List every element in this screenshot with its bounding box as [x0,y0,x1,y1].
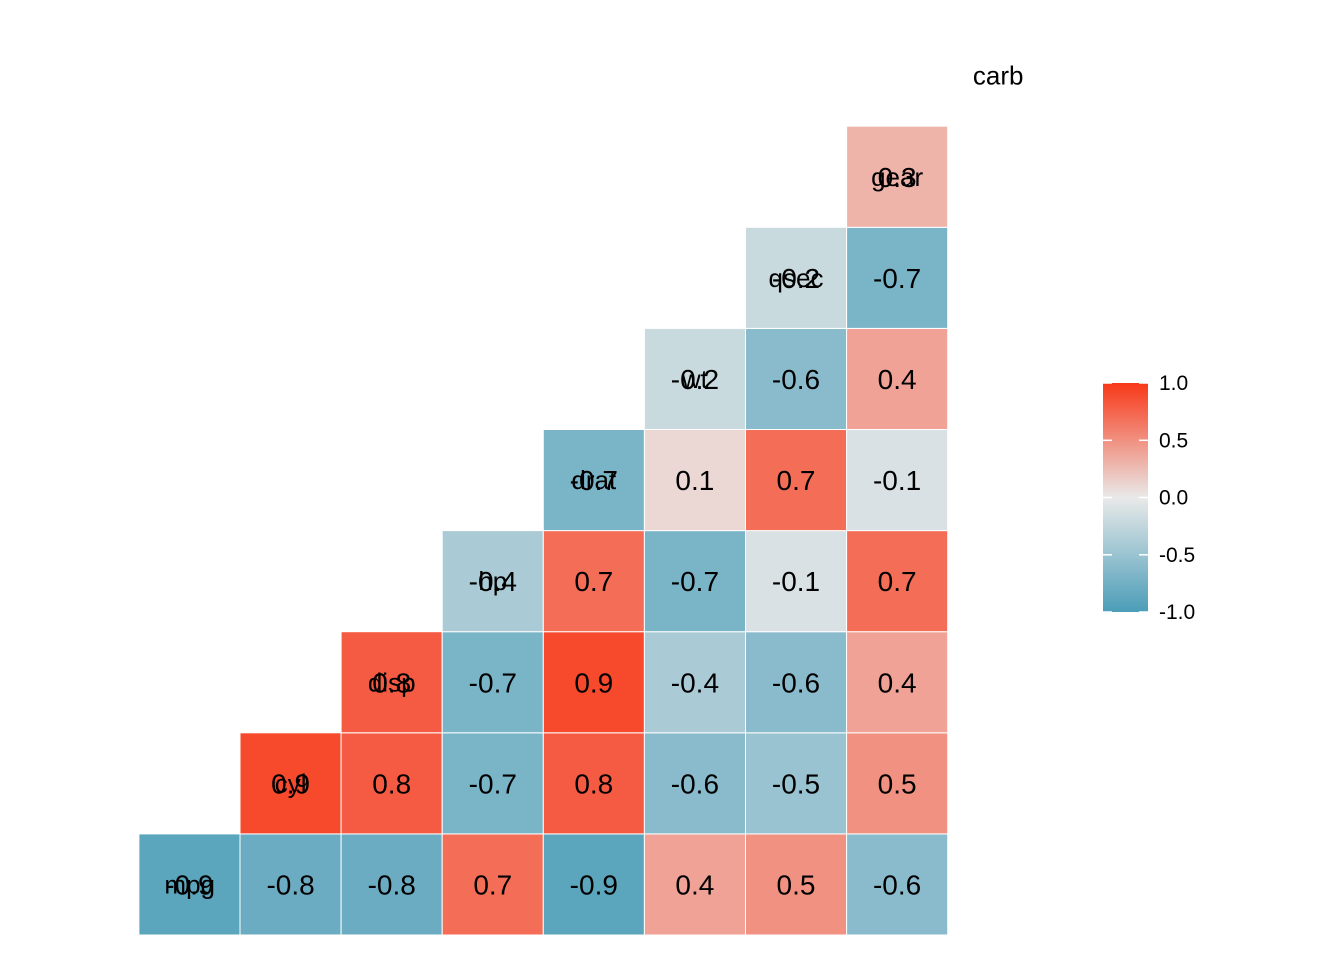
cell-value-label: 0.5 [777,869,816,900]
heatmap-cell [643,530,747,633]
heatmap-cell [846,631,949,734]
cell-value-label: 0.7 [777,465,816,496]
cell-value-label: -0.2 [772,263,820,294]
heatmap-cell [542,530,645,633]
variable-label-carb: carb [973,61,1024,91]
cell-value-label: -0.7 [570,465,618,496]
cell-value-label: 0.4 [675,869,714,900]
heatmap-cell [441,833,544,936]
heatmap-cell [846,125,949,228]
color-legend: 1.0 0.5 0.0 -0.5 -1.0 [1103,372,1195,624]
heatmap-cell [542,429,645,532]
cell-value-label: 0.4 [878,364,917,395]
variable-label-disp: disp [368,667,416,697]
heatmap-cell [846,732,949,835]
cell-value-label: 0.7 [473,869,512,900]
heatmap-cell [441,631,544,734]
cell-value-label: 0.8 [574,768,613,799]
cell-value-label: -0.1 [873,465,921,496]
cell-value-label: -0.7 [469,667,517,698]
cell-value-label: 0.8 [372,667,411,698]
cell-value-label: -0.8 [368,869,416,900]
heatmap-cell [846,833,949,936]
cell-value-label: -0.2 [671,364,719,395]
heatmap-cell [643,732,747,835]
cell-value-label: 0.5 [878,768,917,799]
cell-value-label: 0.7 [574,566,613,597]
heatmap-cell [846,530,949,633]
cell-value-label: -0.7 [469,768,517,799]
heatmap-cell [138,833,241,936]
cell-value-label: -0.9 [165,869,213,900]
cell-value-label: -0.6 [772,364,820,395]
cell-value-label: -0.9 [570,869,618,900]
heatmap-cell [340,732,443,835]
cell-value-label: -0.6 [671,768,719,799]
legend-tick-label: 1.0 [1159,372,1188,395]
heatmap-cell [846,327,949,430]
cell-value-label: -0.7 [671,566,719,597]
cell-value-label: -0.1 [772,566,820,597]
heatmap-cell [441,732,544,835]
heatmap-cell [340,833,443,936]
legend-tick-label: -0.5 [1159,544,1195,567]
legend-tick-label: 0.0 [1159,487,1188,510]
cell-value-label: 0.8 [372,768,411,799]
heatmap-cell [643,833,747,936]
heatmap-cell [846,429,949,532]
heatmap-cell [441,530,544,633]
heatmap-cell [542,631,645,734]
cell-value-label: 0.1 [675,465,714,496]
variable-label-drat: drat [571,465,617,495]
variable-label-hp: hp [478,566,507,596]
cell-value-label: 0.9 [271,768,310,799]
cell-value-label: -0.7 [873,263,921,294]
legend-tick-label: 0.5 [1159,429,1188,452]
heatmap-cell [745,732,848,835]
heatmap-cell [745,833,848,936]
cell-value-label: 0.4 [878,667,917,698]
cell-value-label: -0.6 [772,667,820,698]
heatmap-cell [745,327,848,430]
cell-value-label: 0.7 [878,566,917,597]
cell-value-label: -0.8 [266,869,314,900]
heatmap-cell [643,429,747,532]
heatmap-cell [643,631,747,734]
variable-label-gear: gear [871,162,923,192]
cell-value-label: 0.3 [878,162,917,193]
variable-label-wt: wt [681,364,709,394]
heatmap-cell [745,226,848,329]
variable-label-qsec: qsec [769,263,824,293]
cell-value-label: -0.4 [671,667,719,698]
heatmap-cell [542,833,645,936]
cell-value-label: -0.6 [873,869,921,900]
legend-tick-label: -1.0 [1159,601,1195,624]
heatmap-cells: -0.9 -0.8 -0.8 0.7 -0.9 0.4 0.5 -0.6 0.9 0.8 -0.7 0… [138,125,949,936]
cell-value-label: -0.5 [772,768,820,799]
variable-label-cyl: cyl [275,768,307,798]
heatmap-cell [745,429,848,532]
cell-value-label: 0.9 [574,667,613,698]
variable-label-mpg: mpg [164,869,215,899]
heatmap-cell [846,226,949,329]
variable-labels: mpg cyl disp hp drat wt qsec gear carb [164,61,1023,900]
legend-ticks: 1.0 0.5 0.0 -0.5 -1.0 [1103,372,1195,624]
heatmap-cell [542,732,645,835]
cell-value-label: -0.4 [469,566,517,597]
heatmap-cell [239,732,342,835]
